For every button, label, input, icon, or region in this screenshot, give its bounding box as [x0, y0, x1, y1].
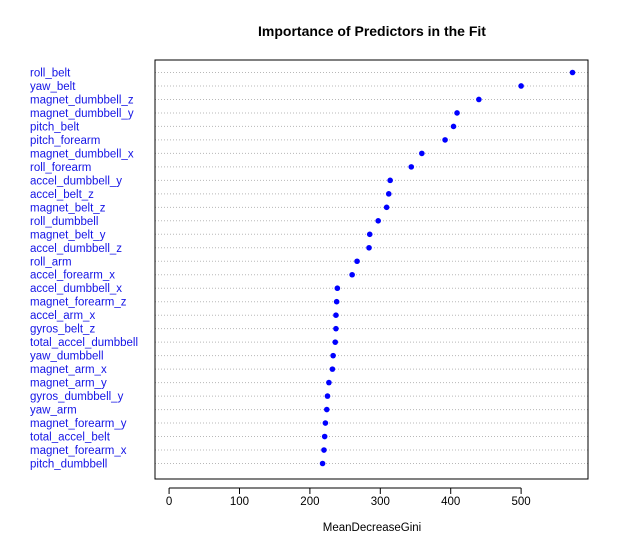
data-point [333, 312, 339, 318]
data-point [408, 164, 415, 170]
x-axis-label: MeanDecreaseGini [323, 522, 421, 534]
data-point [333, 325, 339, 332]
data-point [322, 420, 329, 426]
category-label: roll_belt [30, 68, 71, 80]
data-point [323, 406, 330, 413]
chart-title: Importance of Predictors in the Fit [258, 23, 486, 39]
category-label: yaw_arm [30, 405, 77, 417]
category-label: magnet_forearm_z [30, 297, 127, 309]
data-point [324, 393, 331, 399]
category-label: accel_arm_x [30, 310, 95, 322]
data-point [329, 366, 336, 372]
category-label: yaw_dumbbell [30, 351, 104, 363]
category-label: yaw_belt [30, 81, 76, 93]
data-point [319, 460, 326, 467]
data-point [375, 218, 381, 224]
category-label: magnet_dumbbell_y [30, 108, 134, 120]
category-label: accel_dumbbell_x [30, 283, 122, 295]
category-label: roll_arm [30, 256, 72, 268]
data-point [476, 96, 482, 103]
plot-frame [154, 59, 589, 480]
data-point [442, 137, 448, 143]
data-points [319, 69, 576, 467]
category-label: gyros_dumbbell_y [30, 391, 124, 403]
data-point [321, 447, 327, 453]
x-tick-label: 100 [230, 496, 249, 508]
data-point [454, 110, 460, 116]
data-point [349, 271, 355, 278]
data-point [330, 352, 336, 359]
data-point [334, 285, 341, 292]
x-tick-label: 0 [166, 496, 172, 508]
category-label: total_accel_belt [30, 432, 111, 444]
data-point [321, 433, 328, 440]
category-label: magnet_arm_x [30, 364, 107, 376]
category-label: magnet_forearm_y [30, 418, 127, 430]
data-point [387, 177, 393, 184]
data-point [366, 231, 373, 238]
x-tick-label: 500 [512, 496, 531, 508]
data-point [569, 69, 576, 76]
data-point [333, 298, 340, 305]
data-point [385, 191, 392, 197]
category-label: magnet_dumbbell_x [30, 148, 134, 160]
grid-lines [155, 72, 588, 464]
x-tick-label: 400 [441, 496, 460, 508]
category-label: magnet_arm_y [30, 378, 107, 390]
x-tick-label: 300 [371, 496, 390, 508]
category-label: magnet_belt_y [30, 229, 106, 241]
category-label: total_accel_dumbbell [30, 337, 138, 349]
category-label: magnet_dumbbell_z [30, 94, 134, 106]
data-point [450, 123, 457, 130]
data-point [419, 150, 425, 157]
data-point [383, 204, 390, 211]
x-axis: 0 100 200 300 400 500 [166, 487, 531, 508]
data-point [332, 339, 339, 345]
category-label: magnet_forearm_x [30, 445, 127, 457]
category-label: accel_dumbbell_z [30, 243, 122, 255]
x-tick-label: 200 [300, 496, 319, 508]
category-label: accel_belt_z [30, 189, 94, 201]
category-label: roll_dumbbell [30, 216, 98, 228]
data-point [354, 258, 360, 265]
category-label: gyros_belt_z [30, 324, 95, 336]
category-label: pitch_dumbbell [30, 459, 107, 471]
category-label: magnet_belt_z [30, 202, 106, 214]
category-label: accel_forearm_x [30, 270, 115, 282]
category-label: accel_dumbbell_y [30, 175, 122, 187]
data-point [518, 83, 524, 89]
category-labels: roll_beltyaw_beltmagnet_dumbbell_zmagnet… [30, 68, 138, 471]
category-label: pitch_forearm [30, 135, 100, 147]
category-label: roll_forearm [30, 162, 91, 174]
category-label: pitch_belt [30, 121, 80, 133]
data-point [326, 379, 332, 386]
data-point [366, 244, 372, 251]
